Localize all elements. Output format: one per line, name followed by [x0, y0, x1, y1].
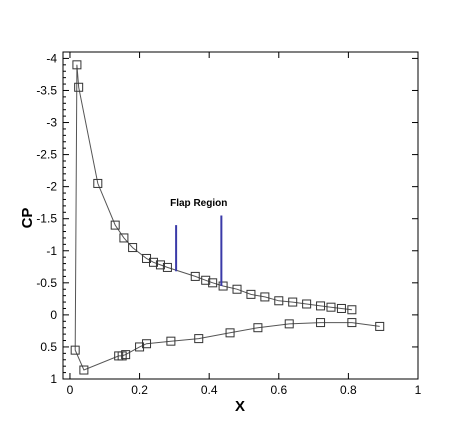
data-point-marker [288, 297, 298, 307]
data-point-marker [208, 278, 218, 288]
data-point-marker [260, 292, 270, 302]
data-point-marker [121, 350, 131, 360]
flap-region-label: Flap Region [170, 198, 227, 209]
y-tick-label: -3.5 [36, 83, 57, 97]
y-tick-label: 0 [50, 308, 57, 322]
data-point-marker [135, 342, 145, 352]
series-line [74, 64, 380, 371]
y-tick-label: -2.5 [36, 148, 57, 162]
data-point-marker [110, 220, 120, 230]
data-point-marker [93, 178, 103, 188]
x-tick-label: 1 [415, 383, 422, 397]
data-point-marker [201, 275, 211, 285]
data-point-marker [225, 328, 235, 338]
data-point-marker [246, 289, 256, 299]
data-point-marker [142, 339, 152, 349]
x-tick-label: 0.4 [201, 383, 218, 397]
plot-frame [62, 51, 419, 380]
series-layer [70, 60, 385, 375]
y-tick-label: -1.5 [36, 212, 57, 226]
data-point-marker [347, 305, 357, 315]
y-tick-label: -0.5 [36, 276, 57, 290]
data-point-marker [74, 82, 84, 92]
y-tick-label: -3 [46, 116, 57, 130]
data-point-marker [302, 299, 312, 309]
annotation-layer: Flap Region [170, 198, 227, 287]
y-tick-label: -4 [46, 51, 57, 65]
data-point-marker [72, 60, 82, 70]
data-point-marker [70, 345, 80, 355]
x-axis-title: X [235, 398, 245, 415]
y-tick-label: 1 [50, 372, 57, 386]
data-point-marker [347, 318, 357, 328]
data-point-marker [162, 262, 172, 272]
data-point-marker [284, 319, 294, 329]
data-point-marker [194, 334, 204, 344]
x-tick-label: 0.8 [340, 383, 357, 397]
y-tick-label: 0.5 [40, 340, 57, 354]
data-point-marker [79, 365, 89, 375]
data-point-marker [128, 243, 138, 253]
data-point-marker [148, 257, 158, 267]
data-point-marker [166, 336, 176, 346]
data-point-marker [336, 303, 346, 313]
x-tick-label: 0 [67, 383, 74, 397]
data-point-marker [274, 296, 284, 306]
data-point-marker [218, 281, 228, 291]
x-tick-label: 0.2 [131, 383, 148, 397]
data-point-marker [253, 323, 263, 333]
y-tick-label: -1 [46, 244, 57, 258]
data-point-marker [316, 318, 326, 328]
data-point-marker [114, 351, 124, 361]
data-point-marker [316, 301, 326, 311]
y-axis-title: CP [19, 208, 36, 229]
data-point-marker [119, 233, 129, 243]
ticks-layer: 0 0.2 0.4 0.6 0.8 1 -4 -3.5 -3 -2.5 -2 -1.5 -1 -0.5 0 0… [36, 51, 421, 397]
data-point-marker [375, 321, 385, 331]
data-point-marker [190, 271, 200, 281]
y-tick-label: -2 [46, 180, 57, 194]
data-point-marker [155, 260, 165, 270]
x-tick-label: 0.6 [270, 383, 287, 397]
data-point-marker [232, 284, 242, 294]
data-point-marker [326, 302, 336, 312]
